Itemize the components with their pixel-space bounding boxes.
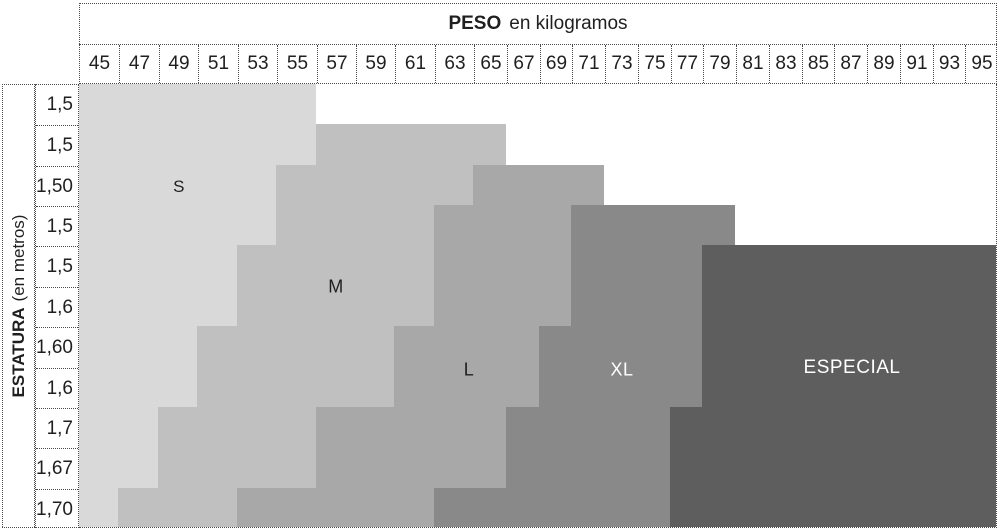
height-tick: 1,6 <box>36 287 78 327</box>
size-region-especial <box>670 447 996 489</box>
height-tick: 1,5 <box>36 206 78 246</box>
weight-tick: 59 <box>356 45 395 83</box>
size-region-xl <box>571 205 735 246</box>
weight-tick: 57 <box>317 45 356 83</box>
size-region-s <box>79 84 316 125</box>
weight-tick: 87 <box>834 45 867 83</box>
size-region-m <box>276 205 434 246</box>
weight-tick: 91 <box>900 45 933 83</box>
peso-axis-title-units: en kilogramos <box>509 13 628 34</box>
size-region-especial <box>670 407 996 448</box>
size-region-s <box>79 367 197 408</box>
weight-tick: 65 <box>474 45 507 83</box>
weight-tick: 75 <box>638 45 671 83</box>
weight-tick: 89 <box>867 45 900 83</box>
height-tick: 1,7 <box>36 408 78 448</box>
size-region-m <box>316 124 506 166</box>
peso-axis-title: PESO en kilogramos <box>79 3 997 44</box>
size-region-s <box>79 245 237 287</box>
weight-tick: 55 <box>277 45 317 83</box>
peso-axis-title-bold: PESO <box>448 13 502 34</box>
size-label-s: S <box>173 177 185 196</box>
size-region-especial <box>670 488 996 527</box>
size-region-l <box>473 165 604 206</box>
weight-tick: 81 <box>736 45 769 83</box>
size-label-especial: ESPECIAL <box>803 357 901 378</box>
size-region-l <box>394 367 539 408</box>
size-region-m <box>158 447 316 489</box>
height-tick: 1,50 <box>36 166 78 206</box>
size-region-s <box>79 326 197 368</box>
height-tick: 1,5 <box>46 94 73 115</box>
size-region-m <box>118 488 237 527</box>
height-tick: 1,67 <box>36 448 78 489</box>
size-label-m: M <box>328 276 344 297</box>
size-region-m <box>197 367 394 408</box>
size-region-m <box>237 286 434 327</box>
size-region-especial <box>702 286 996 327</box>
size-region-xl <box>506 447 670 489</box>
size-region-xl <box>571 286 702 327</box>
weight-tick: 61 <box>395 45 435 83</box>
weight-tick: 83 <box>769 45 802 83</box>
size-region-s <box>79 165 276 206</box>
size-region-s <box>79 407 158 448</box>
size-region-l <box>434 205 571 246</box>
height-tick: 1,5 <box>36 125 78 166</box>
size-region-l <box>434 286 571 327</box>
weight-tick: 73 <box>605 45 638 83</box>
size-region-m <box>276 165 473 206</box>
size-region-m <box>197 326 394 368</box>
weight-tick: 67 <box>507 45 540 83</box>
weight-tick: 45 <box>88 53 111 74</box>
size-region-s <box>79 447 158 489</box>
size-region-especial <box>702 326 996 368</box>
size-region-xl <box>571 245 702 287</box>
heights-column: 1,5 1,5 1,50 1,5 1,5 1,6 1,60 1,6 1,7 1,67 1,70 <box>35 84 79 528</box>
weight-tick: 53 <box>238 45 277 83</box>
weight-tick: 51 <box>198 45 238 83</box>
size-region-xl <box>506 407 670 448</box>
height-tick: 1,60 <box>36 327 78 368</box>
height-tick: 1,5 <box>36 246 78 287</box>
estatura-axis-title: ESTATURA (en metros) <box>2 84 35 528</box>
size-region-especial <box>702 367 996 408</box>
size-region-s <box>79 124 316 166</box>
weights-header-row: 45 47 49 51 53 55 57 59 61 63 65 67 69 71 73 75 77 79 81 83… <box>79 44 997 84</box>
size-region-l <box>237 488 434 527</box>
size-region-s <box>79 286 237 327</box>
weight-tick: 95 <box>965 45 998 83</box>
weight-tick: 71 <box>572 45 605 83</box>
size-region-l <box>434 245 571 287</box>
size-region-xl <box>434 488 670 527</box>
weight-tick: 69 <box>540 45 572 83</box>
weight-tick: 77 <box>671 45 703 83</box>
size-region-xl <box>539 326 702 368</box>
size-region-m <box>158 407 316 448</box>
estatura-axis-title-units: (en metros) <box>8 214 28 302</box>
size-region-m <box>237 245 434 287</box>
size-grid: S M L XL ESPECIAL <box>79 84 997 528</box>
size-region-l <box>316 447 506 489</box>
weight-tick: 85 <box>802 45 834 83</box>
size-label-xl: XL <box>610 359 634 380</box>
weight-tick: 93 <box>933 45 965 83</box>
size-region-s <box>79 488 118 527</box>
size-region-l <box>316 407 506 448</box>
estatura-axis-title-bold: ESTATURA <box>8 307 28 398</box>
size-region-xl <box>539 367 702 408</box>
size-region-especial <box>702 245 996 287</box>
weight-tick: 79 <box>703 45 736 83</box>
weight-tick: 63 <box>435 45 474 83</box>
size-region-l <box>394 326 539 368</box>
weight-tick: 47 <box>119 45 159 83</box>
size-label-l: L <box>463 359 475 380</box>
size-region-s <box>79 205 276 246</box>
weight-tick: 49 <box>159 45 198 83</box>
height-tick: 1,70 <box>36 489 78 529</box>
height-tick: 1,6 <box>36 368 78 408</box>
